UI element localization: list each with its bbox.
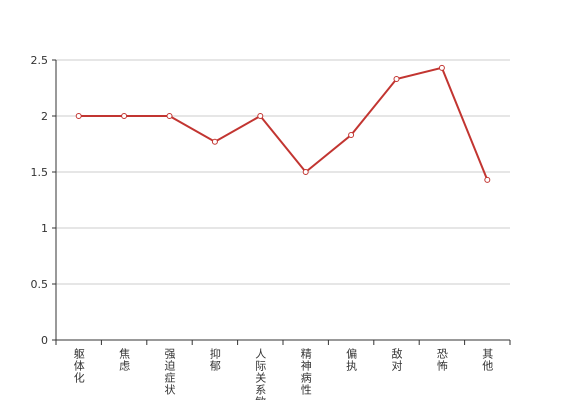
x-tick-label: 人际关系敏感 — [254, 348, 267, 400]
x-tick-label: 强迫症状 — [163, 348, 176, 396]
y-tick-label: 0.5 — [31, 278, 49, 291]
point — [75, 113, 82, 119]
x-tick-label: 抑郁 — [208, 347, 221, 372]
y-tick-label: 0 — [41, 334, 48, 347]
line — [78, 66, 489, 181]
point — [438, 64, 445, 71]
point — [302, 169, 309, 175]
point — [211, 138, 218, 145]
x-tick-label: 偏执 — [345, 347, 358, 372]
point — [166, 113, 173, 119]
y-tick-label: 1.5 — [31, 166, 49, 179]
point — [257, 113, 264, 119]
x-tick-label: 精神病性 — [299, 348, 312, 396]
y-tick-label: 2 — [41, 110, 48, 123]
x-tick-label: 恐怖 — [435, 348, 448, 372]
x-tick-label: 其他 — [481, 348, 494, 372]
point — [121, 113, 128, 119]
x-tick-label: 焦虑 — [118, 348, 131, 372]
x-tick-label: 敌对 — [390, 347, 403, 372]
point — [348, 132, 355, 139]
y-tick-label: 2.5 — [31, 54, 49, 67]
y-tick-label: 1 — [41, 222, 48, 235]
x-tick-label: 躯体化 — [72, 348, 85, 384]
point — [393, 76, 400, 83]
point — [484, 176, 491, 183]
